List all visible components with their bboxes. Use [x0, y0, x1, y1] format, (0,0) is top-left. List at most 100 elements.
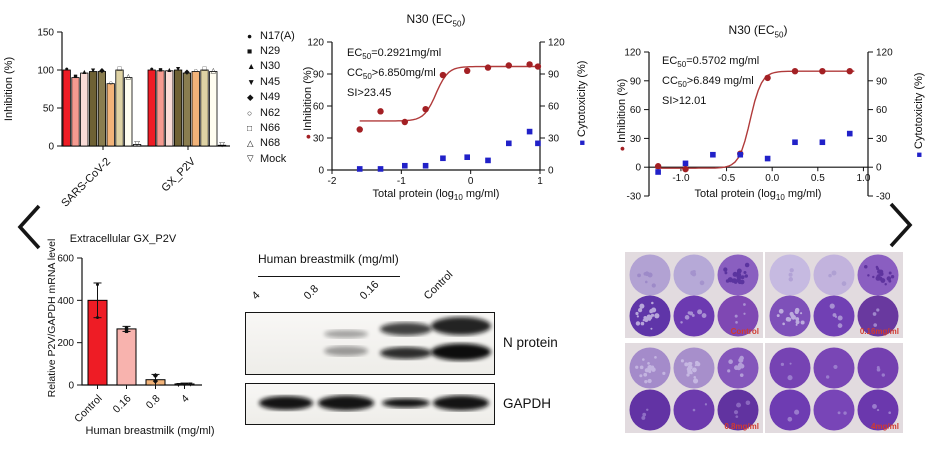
next-arrow-button[interactable] [886, 201, 916, 249]
legend-marker-icon: ▽ [247, 153, 254, 164]
plaque-dot [877, 273, 881, 277]
tick-label: -2 [328, 176, 337, 187]
tick-label: 0 [68, 381, 74, 392]
cytotoxicity-point [655, 169, 661, 175]
plaque-dot [794, 307, 800, 313]
plaque-dot [687, 369, 693, 375]
bar-N30 [80, 72, 89, 147]
n-protein-band-upper [431, 317, 491, 335]
tick-label: 60 [876, 105, 888, 116]
plaque-wells [629, 347, 759, 431]
prev-arrow-button[interactable] [14, 203, 44, 251]
title-text: N30 (EC [406, 12, 453, 26]
cytotoxicity-point [485, 157, 491, 164]
plaque-dot [737, 362, 743, 368]
legend-label: N45 [260, 75, 281, 88]
blot-header-underline [258, 276, 400, 277]
plaque-dot [635, 365, 639, 369]
bar-N29 [156, 70, 165, 147]
plaque-dot [876, 408, 880, 412]
n-protein-band-lower [380, 347, 432, 359]
plate-label: 0.16mg/ml [859, 327, 899, 336]
plaque-dot [699, 280, 705, 286]
ec50-annotations: EC50=0.2921mg/ml CC50>6.850mg/ml SI>23.45 [347, 45, 441, 106]
left-axis-label-inhibition: ● Inhibition (%) [302, 33, 314, 173]
plaque-dot [662, 371, 666, 375]
bar-N45 [89, 71, 98, 147]
cytotoxicity-marker-icon: ■ [914, 152, 924, 158]
plaque-dot [647, 367, 651, 371]
tick-label: 120 [624, 48, 641, 59]
bar-N17(A) [62, 69, 71, 147]
plaque-dot [787, 416, 793, 422]
bar-N68 [124, 77, 133, 147]
plaque-dot [727, 369, 731, 373]
cytotoxicity-point [737, 151, 744, 158]
well [769, 295, 811, 337]
plaque-dot [788, 272, 793, 277]
chart-title: Extracellular GX_P2V [69, 233, 177, 245]
data-point: ■ [124, 328, 128, 335]
tick-label: 600 [57, 254, 74, 265]
plaque-dot [635, 321, 641, 326]
tick-label: 1.0 [856, 173, 870, 184]
plaque-plate-4mg/ml: 4mg/ml [765, 343, 903, 433]
plaque-dot [888, 271, 892, 275]
plaque-dot [867, 274, 870, 277]
plaque-dot [704, 403, 708, 406]
tick-label: -1.0 [672, 173, 690, 184]
title-subscript: 50 [452, 19, 462, 29]
plaque-dot [639, 374, 643, 378]
plaque-dot [695, 360, 699, 365]
plaque-plate-0.8mg/ml: 0.8mg/ml [625, 343, 763, 433]
plaque-dot [833, 364, 838, 370]
legend-marker-icon: ○ [247, 107, 253, 118]
bar-N49 [182, 72, 191, 147]
chevron-right-icon [889, 202, 913, 248]
plaque-dot [873, 323, 877, 327]
plaque-dot [654, 356, 657, 359]
legend-label: N30 [260, 60, 281, 73]
ec50-annotations: EC50=0.5702 mg/ml CC50>6.849 mg/ml SI>12.0… [662, 53, 759, 114]
plaque-wells [769, 254, 899, 337]
legend-label: N62 [260, 106, 281, 119]
chart-title: N30 (EC50) [658, 23, 858, 39]
data-point: ▼ [175, 382, 182, 389]
inhibition-marker-icon: ● [617, 145, 627, 152]
tick-label: 400 [57, 296, 74, 307]
plaque-dot [788, 277, 794, 282]
tick-label: -30 [876, 192, 891, 203]
plaque-dot [800, 312, 803, 315]
marker-N68: △ [211, 68, 217, 75]
tick-label: 200 [57, 338, 74, 349]
bar-Mock [217, 144, 227, 147]
plaque-dot [794, 409, 800, 415]
legend-item-N45: ▼ N45 [247, 74, 295, 89]
inhibition-point [682, 165, 689, 173]
plaque-dot [642, 318, 646, 322]
plaque-dot [692, 378, 699, 384]
annotation-line: SI>12.01 [662, 95, 707, 108]
legend-item-N17(A): ● N17(A) [247, 28, 295, 43]
plaque-dot [692, 408, 696, 412]
plaque-dot [831, 270, 837, 276]
plaque-dot [648, 370, 652, 374]
axis-label-text: Total protein (log [694, 188, 776, 200]
plaque-dot [651, 365, 655, 369]
marker-N45: ▼ [90, 68, 97, 75]
y-axis-label: Inhibition (%) [3, 57, 15, 121]
marker-N49: ◆ [184, 69, 190, 76]
legend-marker-icon: ◆ [247, 91, 254, 102]
tick-label: 0.5 [811, 173, 825, 184]
legend-item-N30: ▲ N30 [247, 59, 295, 74]
chart-title: N30 (EC50) [336, 12, 536, 28]
plaque-dot [701, 313, 707, 318]
plaque-dot [744, 274, 748, 278]
plaque-dot [880, 278, 886, 283]
plaque-dot [735, 321, 738, 324]
plaque-dot [647, 378, 652, 384]
axis-label-subscript: 10 [453, 193, 463, 203]
legend: ● N17(A) ■ N29 ▲ N30 ▼ N45 ◆ N49 ○ N62 □ N66 △ N68 ▽ Mock [247, 28, 295, 167]
